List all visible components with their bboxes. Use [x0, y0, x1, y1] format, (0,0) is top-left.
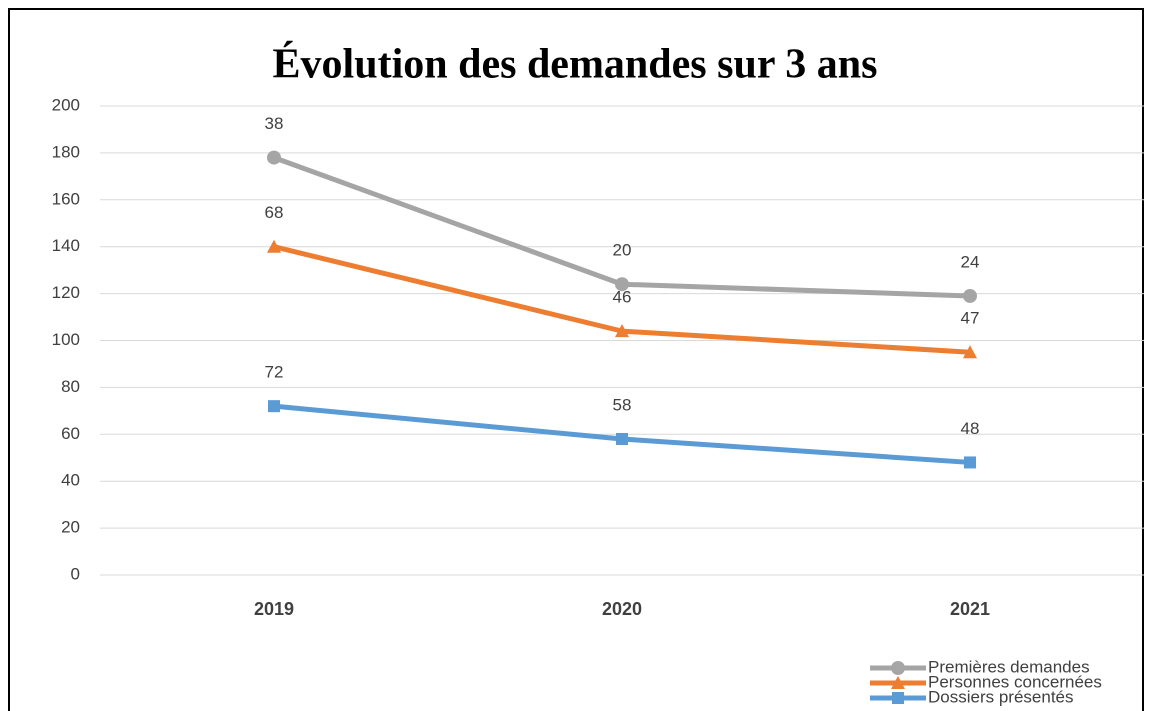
y-tick-label: 160: [52, 189, 80, 208]
x-tick-label: 2019: [254, 599, 294, 619]
legend-label: Dossiers présentés: [928, 687, 1074, 706]
marker: [892, 692, 904, 704]
x-tick-label: 2020: [602, 599, 642, 619]
chart-border: [8, 8, 1144, 711]
data-label: 20: [613, 241, 632, 260]
y-tick-label: 100: [52, 330, 80, 349]
marker: [891, 661, 905, 675]
data-label: 24: [961, 252, 980, 271]
data-label: 68: [265, 203, 284, 222]
marker: [268, 400, 280, 413]
marker: [267, 150, 281, 165]
data-label: 58: [613, 395, 632, 414]
marker: [964, 456, 976, 469]
marker: [891, 676, 905, 689]
legend-label: Premières demandes: [928, 657, 1090, 676]
y-tick-label: 120: [52, 283, 80, 302]
data-label: 48: [961, 419, 980, 438]
marker: [267, 239, 281, 253]
marker: [616, 432, 628, 445]
data-label: 47: [961, 309, 980, 328]
x-tick-label: 2021: [950, 599, 990, 619]
data-label: 72: [265, 363, 284, 382]
legend-label: Personnes concernées: [928, 672, 1102, 691]
data-label: 46: [613, 288, 632, 307]
y-tick-label: 200: [52, 95, 80, 114]
y-tick-label: 140: [52, 236, 80, 255]
y-tick-label: 60: [61, 424, 80, 443]
marker: [615, 277, 629, 292]
y-tick-label: 40: [61, 471, 80, 490]
y-tick-label: 0: [71, 564, 80, 583]
y-tick-label: 180: [52, 142, 80, 161]
marker: [963, 288, 977, 303]
y-tick-label: 20: [61, 518, 80, 537]
marker: [615, 324, 629, 338]
chart-title: Évolution des demandes sur 3 ans: [273, 41, 878, 88]
y-tick-label: 80: [61, 377, 80, 396]
marker: [963, 345, 977, 359]
data-label: 38: [265, 114, 284, 133]
